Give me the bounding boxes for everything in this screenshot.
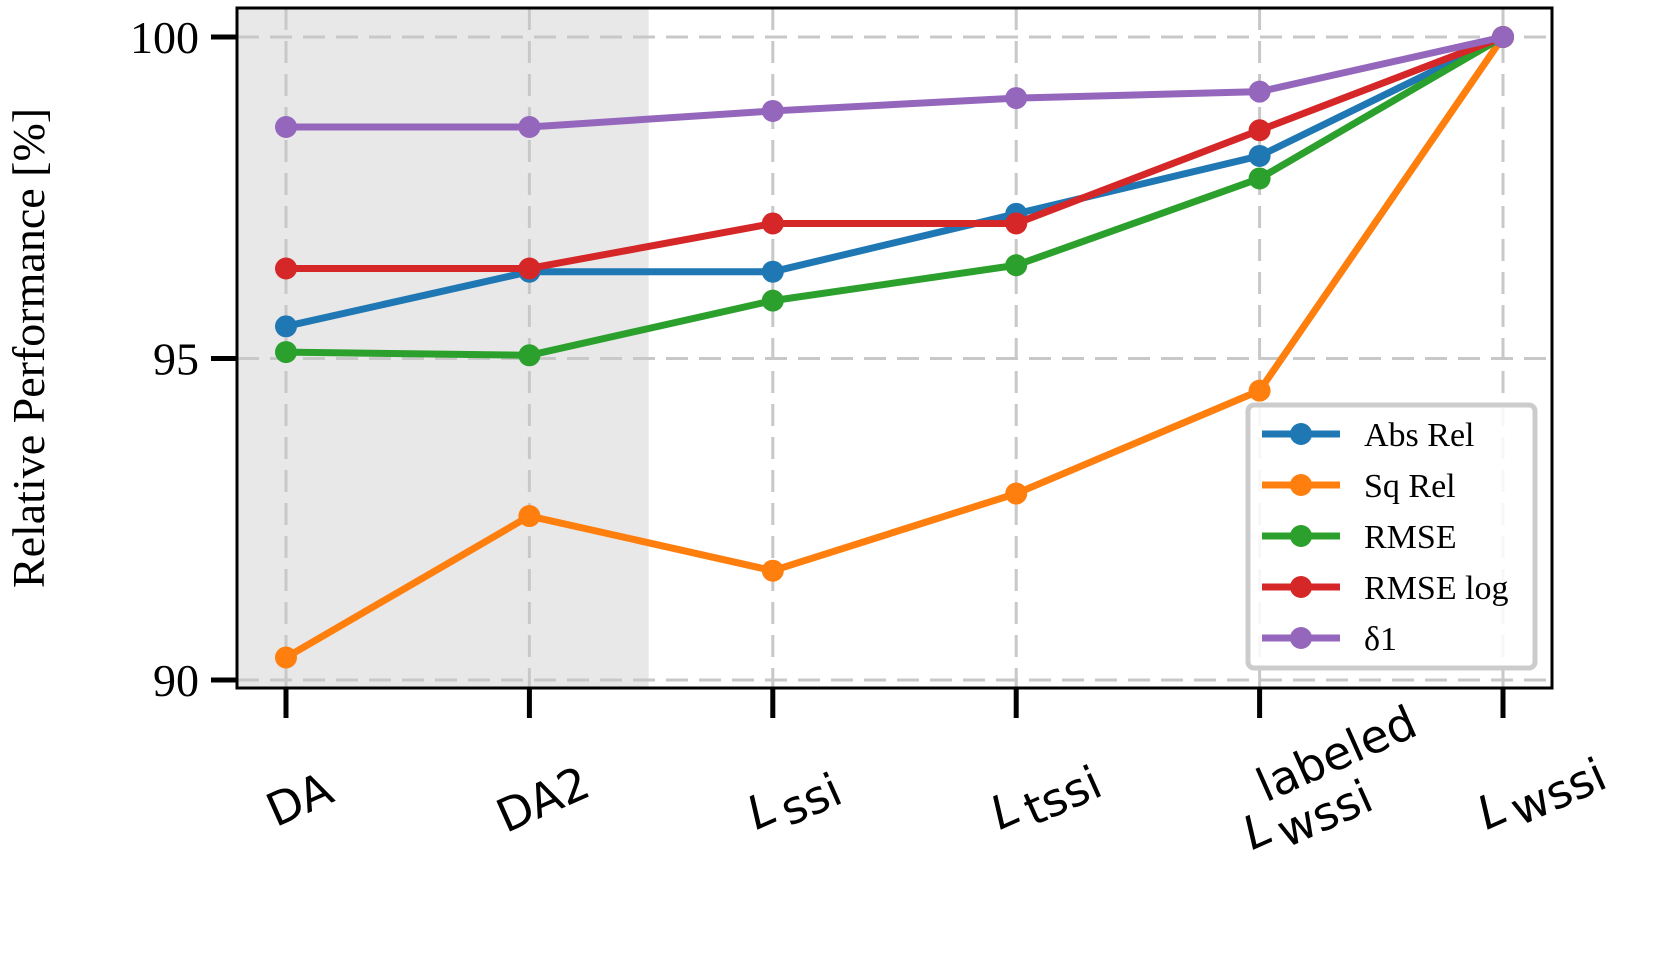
legend-label: RMSE log [1364, 570, 1509, 607]
data-point [761, 289, 784, 312]
y-axis-label: Relative Performance [%] [3, 108, 54, 588]
data-point [1005, 212, 1028, 235]
legend-entry: δ1 [1262, 621, 1397, 658]
y-tick-label: 100 [130, 12, 199, 63]
data-point [761, 99, 784, 122]
data-point [1005, 254, 1028, 277]
series-line [282, 33, 1507, 330]
data-point [761, 559, 784, 582]
data-point [275, 341, 297, 364]
legend-entry: Sq Rel [1262, 468, 1456, 505]
data-point [275, 116, 297, 139]
series-δ1 [275, 26, 1514, 139]
legend-box [1245, 402, 1538, 671]
data-point [1248, 379, 1271, 402]
data-point [1248, 80, 1271, 103]
legend-label: Abs Rel [1364, 417, 1475, 454]
data-point [761, 260, 784, 283]
data-point [275, 257, 297, 280]
legend-label: Sq Rel [1364, 468, 1456, 505]
data-point [275, 315, 297, 338]
legend-entry: RMSE [1262, 519, 1457, 556]
legend-marker [1290, 576, 1312, 598]
y-tick-label: 90 [153, 655, 199, 706]
data-point [518, 344, 541, 367]
data-point [1248, 119, 1271, 142]
legend-entry: RMSE log [1262, 570, 1509, 607]
y-tick-label: 95 [153, 334, 199, 385]
series-line [282, 33, 1507, 272]
series-line [282, 33, 1507, 131]
legend: Abs Rel Sq Rel RMSE RMSE log δ1 [1245, 402, 1538, 671]
x-tick-label-subscript: wssi [1502, 747, 1614, 836]
data-point [1248, 144, 1271, 167]
legend-marker [1290, 627, 1312, 649]
legend-entry: Abs Rel [1262, 417, 1475, 454]
legend-marker [1290, 525, 1312, 547]
legend-marker [1290, 423, 1312, 445]
series-line [282, 33, 1507, 359]
x-tick-label-text: DA2 [488, 755, 597, 843]
data-point [1005, 87, 1028, 110]
data-point [518, 257, 541, 280]
y-axis-ticks: 90 95 100 [130, 12, 237, 706]
data-point [518, 505, 541, 528]
x-tick-label: DA [258, 761, 341, 837]
data-point [275, 646, 297, 669]
x-tick-label-subscript: tssi [1015, 755, 1109, 836]
data-point [518, 116, 541, 139]
shaded-baseline-region [237, 8, 649, 688]
x-tick-label: DA2 [488, 755, 597, 843]
series-lines [275, 26, 1514, 669]
x-tick-label-subscript: ssi [772, 762, 849, 836]
series-line [282, 33, 1507, 661]
plot-frame [235, 6, 1554, 690]
legend-label: δ1 [1364, 621, 1397, 658]
legend-marker [1290, 474, 1312, 496]
data-point [1248, 167, 1271, 190]
legend-label: RMSE [1364, 519, 1457, 556]
data-point [1005, 482, 1028, 505]
data-point [1492, 26, 1514, 48]
data-point [761, 212, 784, 235]
x-tick-label-text: DA [258, 761, 341, 837]
